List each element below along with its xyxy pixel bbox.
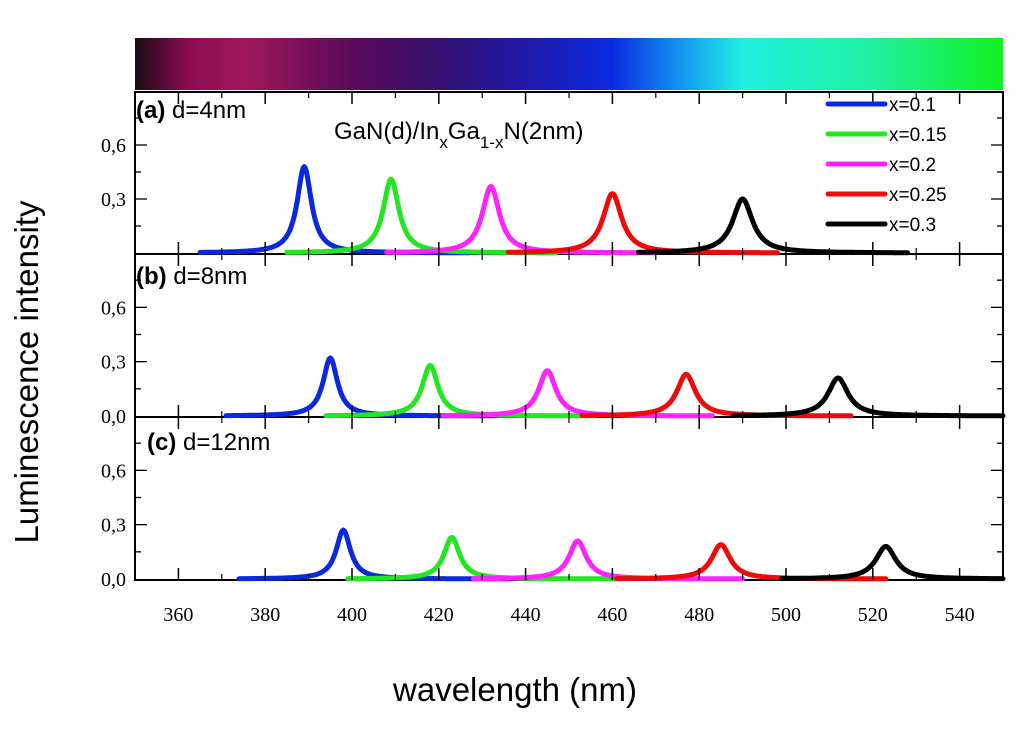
x-tick-label: 480 <box>684 604 714 626</box>
legend-label: x=0.2 <box>889 155 936 176</box>
y-tick-label: 0,0 <box>101 569 126 591</box>
panel-thickness: d=12nm <box>176 429 270 456</box>
x-axis-title: wavelength (nm) <box>392 671 637 708</box>
x-tick-label: 400 <box>337 604 367 626</box>
spectrum-line-x-0_2 <box>440 368 715 419</box>
spectrum-line-x-0_1 <box>236 527 511 582</box>
y-tick-label: 0,6 <box>101 135 126 157</box>
panel-letter: (c) <box>147 429 176 456</box>
formula-part-1: GaN(d)/In <box>334 118 439 145</box>
formula-part-3: N(2nm) <box>504 118 584 145</box>
x-tick-label: 360 <box>163 604 193 626</box>
panel-labels: (a) d=4nm (b) d=8nm (c) d=12nm <box>136 97 270 456</box>
y-tick-label: 0,6 <box>101 460 126 482</box>
y-tick-labels: 0,3 0,6 0,0 0,3 0,6 0,0 0,3 0,6 <box>101 135 126 591</box>
legend-label: x=0.15 <box>889 125 947 146</box>
panel-letter: (b) <box>136 263 167 290</box>
spectrum-line-x-0_2 <box>471 538 746 582</box>
x-tick-label: 440 <box>511 604 541 626</box>
spectral-curves <box>197 164 1006 582</box>
y-tick-label: 0,0 <box>101 406 126 428</box>
panel-thickness: d=8nm <box>167 263 248 290</box>
x-tick-label: 540 <box>945 604 975 626</box>
spectrum-line-x-0_25 <box>579 371 854 419</box>
formula-part-2: Ga <box>448 118 481 145</box>
x-tick-label: 420 <box>424 604 454 626</box>
spectrum-line-x-0_25 <box>505 191 780 256</box>
x-tick-labels: 360 380 400 420 440 460 480 500 520 540 <box>163 604 974 626</box>
y-tick-label: 0,3 <box>101 352 126 374</box>
panel-label: (a) d=4nm <box>136 97 246 124</box>
panel-frame <box>134 91 1004 255</box>
spectrum-line-x-0_3 <box>779 543 1006 582</box>
legend: x=0.1 x=0.15 x=0.2 x=0.25 x=0.3 <box>825 95 947 236</box>
spectrum-line-x-0_1 <box>197 164 472 256</box>
panel-label: (c) d=12nm <box>147 429 270 456</box>
panel-letter: (a) <box>136 97 165 124</box>
x-tick-label: 380 <box>250 604 280 626</box>
formula-sub-1: x <box>439 133 448 152</box>
spectrum-line-x-0_15 <box>323 362 598 419</box>
panel-frame <box>134 253 1004 418</box>
y-tick-label: 0,3 <box>101 189 126 211</box>
spectrum-line-x-0_3 <box>731 375 1006 419</box>
spectrum-line-x-0_2 <box>384 183 659 256</box>
panel-thickness: d=4nm <box>165 97 246 124</box>
chart-title-formula: GaN(d)/InxGa1-xN(2nm) <box>334 118 584 152</box>
legend-label: x=0.3 <box>889 215 936 236</box>
legend-label: x=0.25 <box>889 185 947 206</box>
spectrum-line-x-0_25 <box>614 542 889 582</box>
spectrum-line-x-0_3 <box>635 196 910 256</box>
panel-label: (b) d=8nm <box>136 263 247 290</box>
axis-ticks <box>134 92 1004 580</box>
y-axis-title: Luminescence intensity <box>8 200 45 544</box>
formula-sub-2: 1-x <box>480 133 504 152</box>
x-tick-label: 520 <box>858 604 888 626</box>
spectrum-color-bar <box>135 38 1003 90</box>
x-tick-label: 460 <box>597 604 627 626</box>
legend-label: x=0.1 <box>889 95 936 116</box>
y-tick-label: 0,6 <box>101 297 126 319</box>
x-tick-label: 500 <box>771 604 801 626</box>
y-tick-label: 0,3 <box>101 515 126 537</box>
